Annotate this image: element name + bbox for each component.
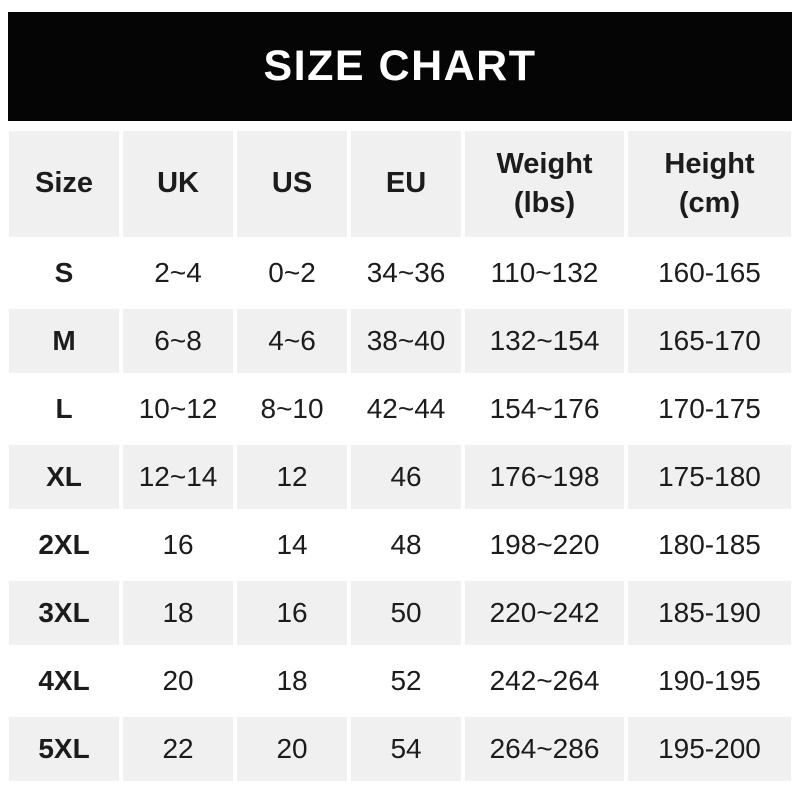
column-header-uk-label: UK [157, 167, 199, 200]
cell-eu: 50 [351, 581, 462, 645]
table-row-4xl: 4XL 20 18 52 242~264 190-195 [9, 649, 791, 713]
size-chart-banner: SIZE CHART [8, 12, 792, 121]
column-header-us-label: US [271, 167, 313, 200]
column-header-height-label: Height [664, 147, 755, 180]
cell-uk: 12~14 [123, 445, 234, 509]
cell-size: L [9, 377, 120, 441]
table-row-m: M 6~8 4~6 38~40 132~154 165-170 [9, 309, 791, 373]
cell-height: 170-175 [627, 377, 791, 441]
cell-size: 5XL [9, 717, 120, 781]
cell-uk: 10~12 [123, 377, 234, 441]
cell-weight: 220~242 [465, 581, 624, 645]
cell-us: 12 [237, 445, 348, 509]
cell-height: 175-180 [627, 445, 791, 509]
column-header-us: US [237, 131, 348, 237]
cell-size: S [9, 241, 120, 305]
cell-eu: 46 [351, 445, 462, 509]
table-row-3xl: 3XL 18 16 50 220~242 185-190 [9, 581, 791, 645]
cell-height: 185-190 [627, 581, 791, 645]
column-header-weight-label: Weight [496, 147, 593, 180]
cell-uk: 2~4 [123, 241, 234, 305]
cell-us: 16 [237, 581, 348, 645]
cell-us: 18 [237, 649, 348, 713]
cell-size: 2XL [9, 513, 120, 577]
cell-weight: 176~198 [465, 445, 624, 509]
cell-uk: 6~8 [123, 309, 234, 373]
cell-height: 180-185 [627, 513, 791, 577]
cell-eu: 42~44 [351, 377, 462, 441]
cell-uk: 20 [123, 649, 234, 713]
column-header-weight-unit: (lbs) [513, 187, 576, 219]
cell-height: 190-195 [627, 649, 791, 713]
cell-weight: 154~176 [465, 377, 624, 441]
cell-size: XL [9, 445, 120, 509]
cell-height: 195-200 [627, 717, 791, 781]
cell-size: 3XL [9, 581, 120, 645]
cell-us: 20 [237, 717, 348, 781]
cell-weight: 110~132 [465, 241, 624, 305]
cell-weight: 198~220 [465, 513, 624, 577]
column-header-height: Height (cm) [627, 131, 791, 237]
cell-size: 4XL [9, 649, 120, 713]
header-row: Size UK US EU Weight (lbs) Height (cm) [9, 131, 791, 237]
cell-uk: 22 [123, 717, 234, 781]
cell-us: 14 [237, 513, 348, 577]
column-header-size: Size [9, 131, 120, 237]
column-header-eu-label: EU [385, 167, 427, 200]
cell-weight: 132~154 [465, 309, 624, 373]
table-row-xl: XL 12~14 12 46 176~198 175-180 [9, 445, 791, 509]
size-chart-table: Size UK US EU Weight (lbs) Height (cm) [5, 127, 795, 785]
cell-eu: 54 [351, 717, 462, 781]
column-header-size-label: Size [34, 167, 94, 200]
column-header-eu: EU [351, 131, 462, 237]
cell-size: M [9, 309, 120, 373]
table-row-s: S 2~4 0~2 34~36 110~132 160-165 [9, 241, 791, 305]
cell-height: 160-165 [627, 241, 791, 305]
column-header-uk: UK [123, 131, 234, 237]
table-row-l: L 10~12 8~10 42~44 154~176 170-175 [9, 377, 791, 441]
cell-weight: 264~286 [465, 717, 624, 781]
cell-us: 0~2 [237, 241, 348, 305]
cell-eu: 52 [351, 649, 462, 713]
cell-height: 165-170 [627, 309, 791, 373]
cell-eu: 48 [351, 513, 462, 577]
column-header-height-unit: (cm) [678, 187, 741, 219]
column-header-weight: Weight (lbs) [465, 131, 624, 237]
cell-us: 8~10 [237, 377, 348, 441]
table-row-2xl: 2XL 16 14 48 198~220 180-185 [9, 513, 791, 577]
cell-eu: 34~36 [351, 241, 462, 305]
cell-eu: 38~40 [351, 309, 462, 373]
cell-weight: 242~264 [465, 649, 624, 713]
cell-us: 4~6 [237, 309, 348, 373]
cell-uk: 18 [123, 581, 234, 645]
cell-uk: 16 [123, 513, 234, 577]
page-title: SIZE CHART [263, 42, 537, 90]
table-row-5xl: 5XL 22 20 54 264~286 195-200 [9, 717, 791, 781]
